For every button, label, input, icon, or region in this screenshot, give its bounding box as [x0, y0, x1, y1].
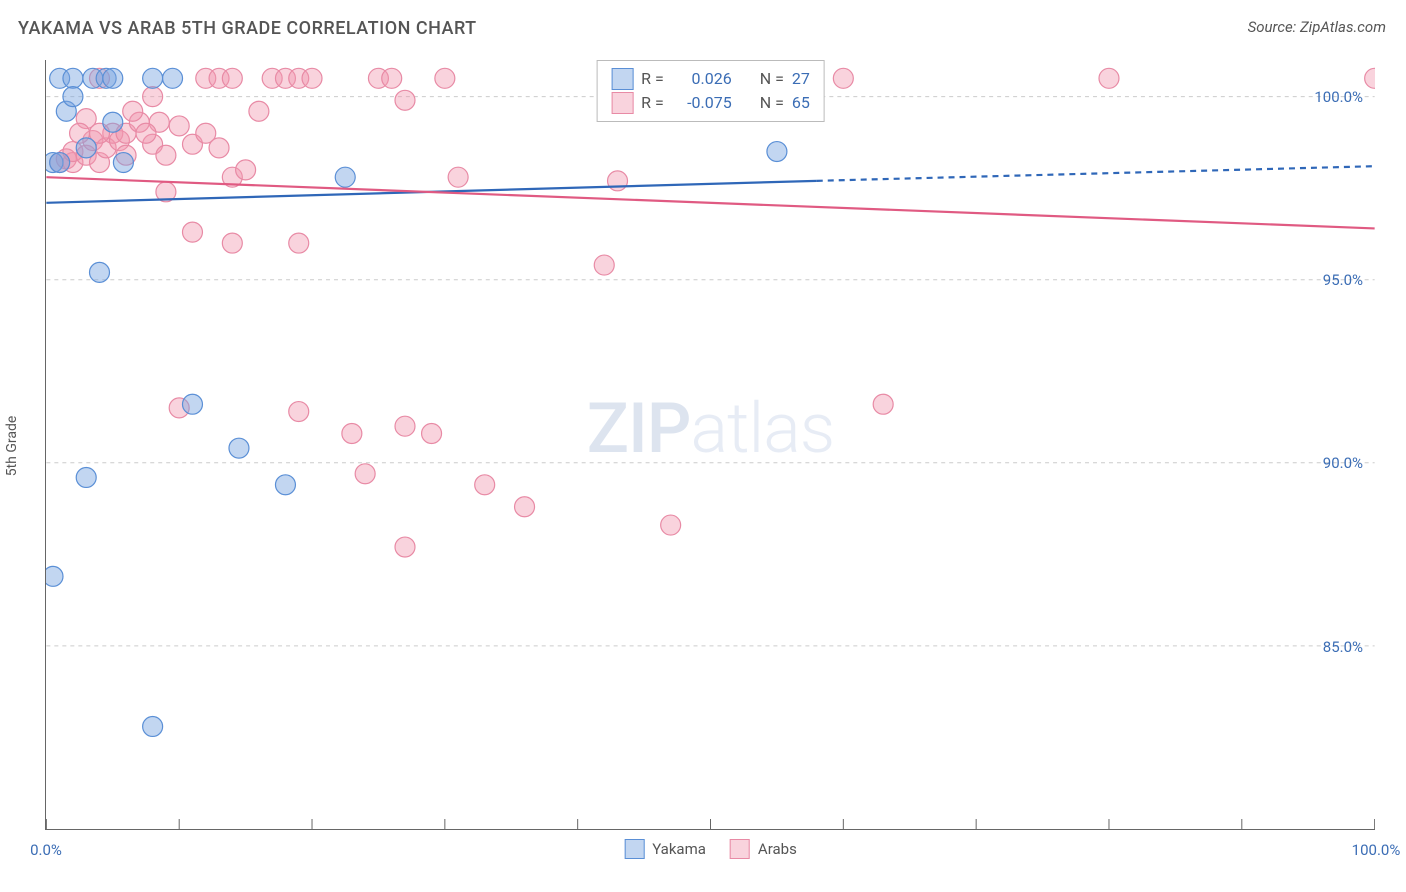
y-axis-label: 5th Grade — [4, 416, 20, 477]
chart-container: YAKAMA VS ARAB 5TH GRADE CORRELATION CHA… — [0, 0, 1406, 892]
y-tick-label: 85.0% — [1323, 638, 1363, 656]
legend-item-yakama: Yakama — [624, 839, 706, 859]
legend-n-value-arabs: 65 — [792, 91, 810, 115]
legend-label-arabs: Arabs — [758, 840, 797, 858]
x-tick-label: 100.0% — [1352, 841, 1401, 859]
x-tick-label: 0.0% — [30, 841, 62, 859]
legend-correlation-box: R = 0.026 N = 27 R = -0.075 N = 65 — [596, 60, 825, 122]
legend-n-label: N = — [760, 67, 784, 91]
legend-row-yakama: R = 0.026 N = 27 — [611, 67, 810, 91]
legend-swatch-arabs — [611, 92, 633, 114]
legend-series: Yakama Arabs — [624, 839, 797, 859]
legend-item-arabs: Arabs — [730, 839, 797, 859]
legend-n-value-yakama: 27 — [792, 67, 810, 91]
y-tick-label: 90.0% — [1323, 454, 1363, 472]
legend-row-arabs: R = -0.075 N = 65 — [611, 91, 810, 115]
legend-r-value-arabs: -0.075 — [672, 91, 732, 115]
legend-n-label: N = — [760, 91, 784, 115]
legend-label-yakama: Yakama — [652, 840, 706, 858]
legend-swatch-yakama-icon — [624, 839, 644, 859]
y-tick-label: 95.0% — [1323, 271, 1363, 289]
legend-r-label: R = — [641, 91, 664, 115]
source-attribution: Source: ZipAtlas.com — [1248, 18, 1386, 36]
scatter-chart-svg — [46, 60, 1375, 829]
legend-swatch-arabs-icon — [730, 839, 750, 859]
plot-area: ZIPatlas R = 0.026 N = 27 R = -0.075 N =… — [45, 60, 1375, 830]
chart-title: YAKAMA VS ARAB 5TH GRADE CORRELATION CHA… — [18, 18, 477, 39]
legend-swatch-yakama — [611, 68, 633, 90]
y-tick-label: 100.0% — [1314, 88, 1363, 106]
legend-r-value-yakama: 0.026 — [672, 67, 732, 91]
legend-r-label: R = — [641, 67, 664, 91]
